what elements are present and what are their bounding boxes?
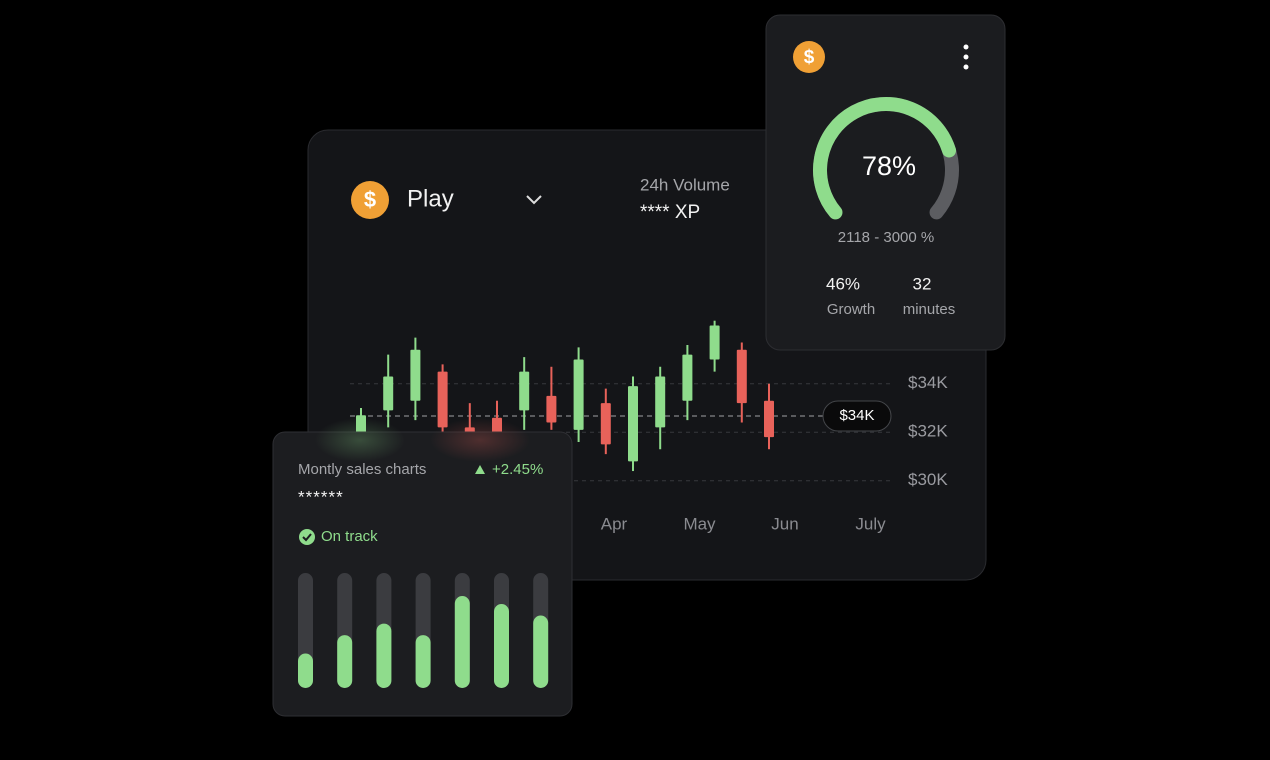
coin-icon	[351, 181, 389, 219]
y-tick-label: $32K	[908, 422, 948, 441]
y-tick-label: $30K	[908, 470, 948, 489]
glow	[430, 418, 530, 462]
gauge-value-label: 78%	[862, 151, 916, 181]
candle-body	[600, 403, 611, 445]
candle-body	[573, 359, 584, 430]
sales-title: Montly sales charts	[298, 461, 426, 478]
bar	[376, 623, 392, 688]
coin-icon	[793, 41, 825, 73]
check-icon	[299, 529, 315, 545]
y-tick-label: $34K	[908, 373, 948, 392]
asset-title[interactable]: Play	[407, 185, 454, 212]
sales-change: +2.45%	[492, 461, 543, 478]
stat-label: Growth	[827, 301, 875, 318]
candle-body	[437, 371, 448, 428]
menu-dot	[963, 44, 969, 50]
glow	[315, 418, 405, 462]
stat-label: minutes	[903, 301, 956, 318]
stat-value: 46%	[826, 274, 860, 293]
x-tick-label: Jun	[771, 514, 798, 533]
x-tick-label: May	[683, 514, 716, 533]
candle-body	[410, 349, 421, 401]
bar	[298, 653, 313, 688]
card-bg	[765, 14, 1006, 351]
candle-body	[764, 400, 774, 438]
candle-body	[682, 354, 693, 401]
candle-body	[709, 325, 720, 360]
candle-body	[519, 371, 530, 411]
menu-dot	[963, 64, 969, 70]
bar	[454, 596, 470, 688]
bar	[533, 615, 549, 688]
up-triangle	[475, 465, 485, 474]
bar	[494, 604, 509, 688]
menu-dot	[963, 54, 969, 60]
price-tag: $34K	[839, 407, 874, 424]
range-text: 2118 - 3000 %	[838, 229, 934, 246]
bar	[337, 635, 353, 688]
check-mark	[302, 533, 312, 542]
candle-body	[628, 386, 638, 462]
coin-symbol: $	[364, 187, 376, 212]
bar	[415, 635, 431, 688]
volume-value: **** XP	[640, 202, 700, 223]
gauge-value-arc	[813, 97, 957, 220]
x-tick-label: July	[855, 514, 886, 533]
status-text: On track	[321, 528, 378, 545]
stat-value: 32	[913, 274, 932, 293]
coin-symbol: $	[804, 47, 815, 68]
dropdown-chevron[interactable]	[526, 195, 542, 205]
gauge-card: $ 2118 - 3000 % 46% Growth 32 minutes 78…	[765, 14, 1006, 351]
candle-body	[655, 376, 666, 428]
volume-label: 24h Volume	[640, 175, 730, 194]
candle-body	[736, 349, 747, 404]
candle-body	[383, 376, 394, 411]
sales-card: Montly sales charts +2.45% ****** On tra…	[272, 418, 573, 717]
menu-button[interactable]	[963, 44, 969, 70]
price-tag-bg	[822, 400, 892, 432]
sales-amount: ******	[298, 487, 344, 506]
candle-body	[546, 395, 557, 423]
x-tick-label: Apr	[601, 514, 628, 533]
